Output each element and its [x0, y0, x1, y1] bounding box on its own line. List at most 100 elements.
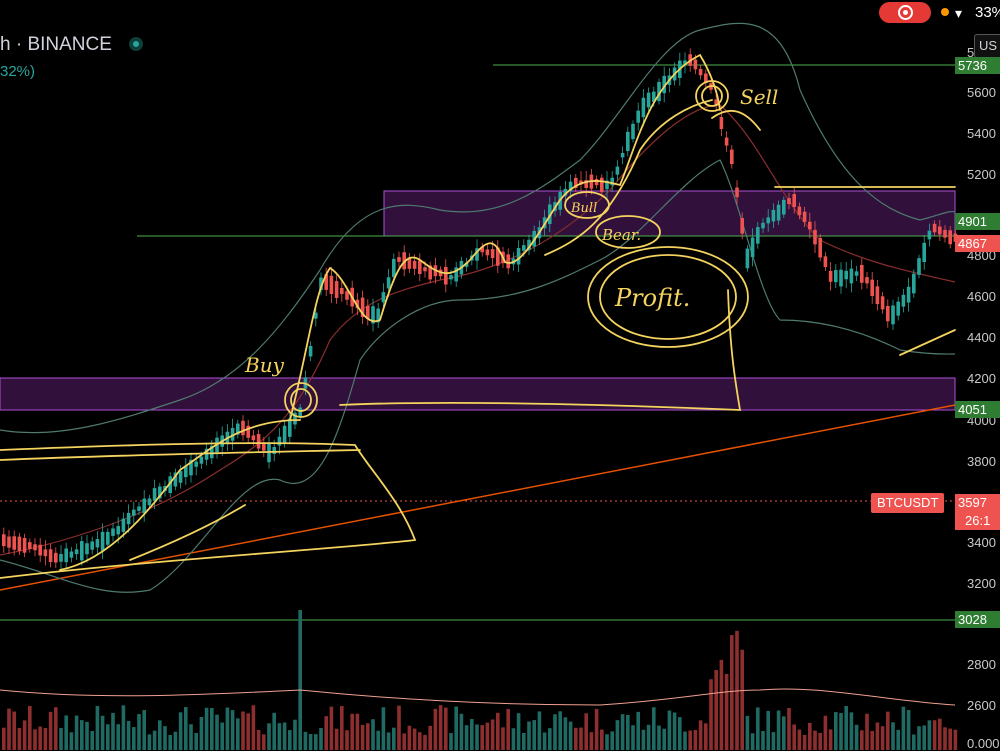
volume-bar	[459, 713, 464, 750]
volume-bar	[22, 720, 27, 750]
candle	[392, 258, 396, 278]
volume-bar	[277, 723, 282, 750]
volume-bar	[464, 725, 469, 750]
volume-bar	[735, 630, 739, 750]
candle	[698, 68, 703, 76]
candle	[428, 265, 432, 280]
candle	[376, 308, 380, 323]
volume-bar	[844, 705, 848, 750]
axis-label: 0.000	[967, 736, 1000, 751]
volume-bar	[667, 710, 672, 750]
axis-label: 4200	[967, 371, 996, 386]
volume-bar	[350, 713, 354, 750]
candle	[173, 472, 178, 487]
volume-bar	[355, 713, 360, 750]
candle	[423, 267, 427, 272]
volume-bar	[142, 710, 146, 750]
candle	[745, 248, 750, 269]
candle	[241, 420, 245, 436]
candle	[574, 177, 578, 188]
volume-bar	[423, 734, 427, 750]
candle	[626, 131, 630, 152]
candle	[69, 551, 74, 558]
volume-bar	[449, 733, 453, 750]
candle	[693, 59, 698, 70]
volume-bar	[438, 705, 443, 750]
candle	[912, 273, 916, 294]
volume-bar	[163, 726, 167, 750]
candle	[735, 187, 739, 198]
drawn-curve-price	[289, 53, 721, 421]
drawn-uptrend-1	[59, 419, 301, 571]
volume-bar	[870, 730, 874, 750]
candle	[106, 531, 110, 545]
candle	[38, 544, 42, 556]
volume-bar	[490, 719, 495, 750]
volume-bar	[579, 727, 583, 750]
volume-bar	[282, 722, 287, 750]
volume-bar	[38, 726, 42, 750]
symbol-title[interactable]: h · BINANCE	[0, 34, 112, 55]
volume-bar	[64, 715, 68, 750]
candle	[132, 509, 136, 516]
volume-bar	[641, 729, 646, 750]
candle	[272, 446, 276, 454]
candle	[355, 299, 360, 309]
volume-bar	[230, 710, 235, 750]
candle	[724, 137, 729, 146]
price-tag-3028: 3028	[955, 611, 1000, 628]
battery-level: 33%	[975, 4, 1000, 21]
candle	[324, 274, 328, 290]
volume-bar	[938, 718, 942, 750]
candle	[506, 254, 510, 269]
candle	[849, 268, 854, 284]
drawn-accumulation-box-inner	[0, 449, 361, 461]
volume-bar	[288, 730, 292, 750]
volume-bar	[28, 705, 32, 750]
candlestick-series	[2, 48, 958, 571]
volume-bar	[428, 725, 432, 750]
candle	[610, 177, 614, 186]
sell-label: Sell	[740, 85, 778, 109]
candle	[516, 248, 521, 265]
volume-bar	[522, 732, 526, 750]
candle	[875, 286, 880, 305]
candle	[449, 275, 453, 280]
volume-bar	[246, 713, 250, 750]
drawn-accumulation-box	[0, 442, 417, 579]
candle	[340, 287, 344, 295]
candle	[293, 412, 297, 425]
volume-bar	[298, 610, 302, 750]
volume-bar	[308, 734, 313, 750]
bollinger-upper	[0, 22, 956, 434]
candle	[880, 296, 885, 310]
candle	[90, 541, 94, 550]
candle	[251, 435, 256, 441]
volume-bar	[906, 710, 911, 750]
volume-bar	[740, 649, 744, 750]
candle	[314, 312, 318, 319]
volume-bar	[262, 734, 266, 750]
price-tag-3597: 3597	[955, 494, 1000, 511]
volume-bar	[761, 730, 765, 750]
candle	[891, 305, 895, 325]
candle	[397, 257, 401, 262]
volume-bar	[371, 719, 375, 750]
price-tag-4901: 4901	[955, 213, 1000, 230]
volume-bar	[880, 726, 885, 750]
moving-average	[0, 104, 956, 556]
axis-label: 3800	[967, 454, 996, 469]
record-icon[interactable]	[879, 2, 931, 23]
currency-button[interactable]: US	[974, 34, 1000, 58]
volume-bar	[90, 731, 94, 750]
volume-bar	[532, 720, 536, 750]
candle	[64, 548, 68, 563]
candle	[813, 229, 817, 245]
candle	[662, 75, 666, 94]
volume-bar	[854, 724, 859, 750]
volume-bar	[173, 731, 178, 750]
volume-bar	[33, 729, 37, 750]
candle	[896, 301, 900, 316]
volume-bar	[132, 727, 136, 750]
